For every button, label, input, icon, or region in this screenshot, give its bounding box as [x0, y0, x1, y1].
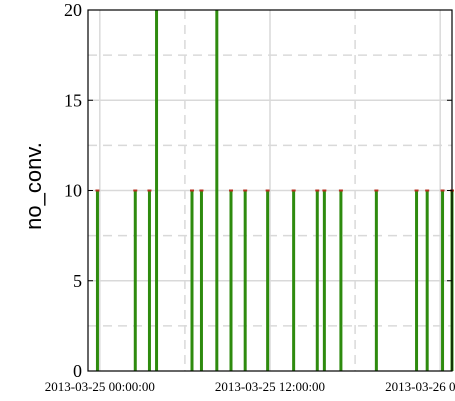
y-tick-label: 10	[64, 181, 82, 201]
bar	[243, 190, 247, 371]
bar	[339, 190, 343, 371]
bar	[155, 10, 159, 371]
bar-top-cap	[374, 189, 379, 192]
y-tick-label: 20	[64, 0, 82, 20]
bar	[441, 190, 445, 371]
x-tick-label: 2013-03-25 00:00:00	[45, 379, 155, 394]
bar-top-cap	[322, 189, 327, 192]
bar-top-cap	[291, 189, 296, 192]
x-tick-label: 2013-03-25 12:00:00	[215, 379, 325, 394]
bar-top-cap	[133, 189, 138, 192]
bar-top-cap	[199, 189, 204, 192]
grid-lines	[88, 10, 452, 371]
bar	[425, 190, 429, 371]
bar	[215, 10, 219, 371]
bar-top-cap	[95, 189, 100, 192]
bar	[322, 190, 326, 371]
bar	[147, 190, 151, 371]
bar-top-cap	[190, 189, 194, 192]
y-tick-label: 0	[73, 361, 82, 381]
y-tick-label: 5	[73, 271, 82, 291]
y-axis-ticks: 0 5 10 15 20	[64, 0, 452, 381]
bar-top-cap	[265, 189, 270, 192]
bar-top-cap	[440, 189, 445, 192]
bar	[190, 190, 194, 371]
bar-top-cap	[243, 189, 248, 192]
y-tick-label: 15	[64, 90, 82, 110]
bar	[199, 190, 203, 371]
bar	[266, 190, 270, 371]
bar	[415, 190, 419, 371]
bar-top-cap	[315, 189, 320, 192]
y-axis-label: no_conv.	[21, 142, 46, 230]
bar	[292, 190, 296, 371]
bar	[229, 190, 233, 371]
bar	[133, 190, 137, 371]
bar	[315, 190, 319, 371]
bar-top-cap	[147, 189, 152, 192]
bar	[374, 190, 378, 371]
bar-top-cap	[338, 189, 343, 192]
bar	[95, 190, 99, 371]
bars	[95, 10, 454, 371]
bar-top-cap	[425, 189, 430, 192]
bar-top-cap	[229, 189, 233, 192]
bar-top-cap	[414, 189, 419, 192]
x-tick-label: 2013-03-26 00:00:00	[385, 379, 455, 394]
